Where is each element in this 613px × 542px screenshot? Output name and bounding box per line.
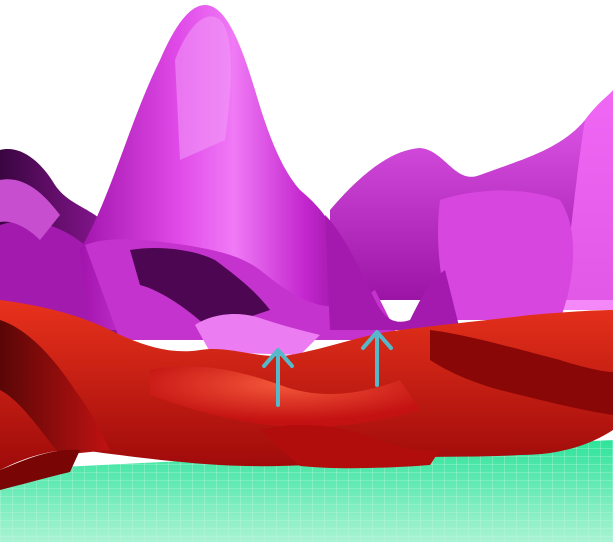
lower-surface	[0, 300, 613, 490]
arrow-right	[361, 330, 393, 387]
arrow-left	[262, 348, 294, 407]
upper-surface-middle	[85, 215, 460, 355]
floor-plane	[0, 440, 613, 542]
upper-surface-back	[330, 90, 613, 320]
